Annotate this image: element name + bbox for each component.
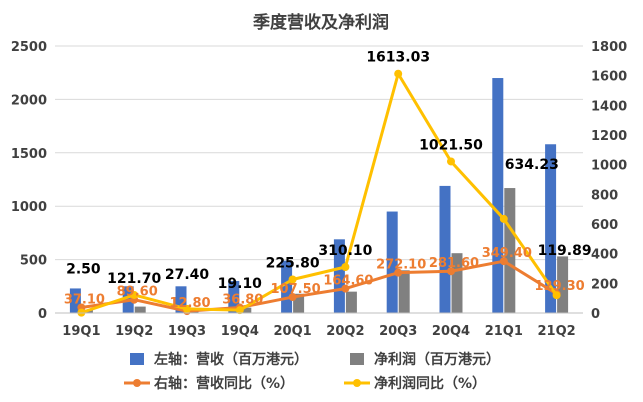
y-right-tick-label: 1200 (591, 129, 627, 144)
axes: 0 500 1000 1500 2000 2500 0 200 400 600 800 1000 120… (11, 40, 627, 339)
x-tick-label: 21Q1 (485, 324, 523, 339)
bar (345, 291, 357, 313)
data-label: 349.40 (482, 246, 532, 261)
data-label: 129.30 (535, 279, 585, 294)
data-label: 27.40 (165, 267, 210, 283)
bar (492, 78, 504, 313)
legend-marker (133, 379, 141, 387)
data-label: 121.70 (107, 271, 161, 287)
x-tick-label: 19Q1 (62, 324, 100, 339)
bar (386, 211, 398, 313)
data-label: 634.23 (505, 157, 559, 173)
data-label: 2.50 (66, 262, 101, 278)
y-right-tick-label: 0 (591, 307, 600, 322)
series-point (288, 275, 297, 284)
bar (134, 306, 146, 313)
series-line (80, 72, 558, 315)
series-line (81, 259, 558, 313)
x-tick-label: 21Q2 (538, 324, 576, 339)
line-series (77, 69, 561, 317)
y-right-tick-label: 200 (591, 277, 618, 292)
series-point (235, 306, 244, 315)
y-right-tick-label: 800 (591, 188, 618, 203)
data-label: 107.50 (271, 282, 321, 297)
data-label: 19.10 (218, 276, 263, 292)
y-left-tick-label: 2000 (11, 93, 47, 108)
bar (228, 280, 240, 313)
legend-marker (353, 379, 361, 387)
bar (398, 270, 410, 313)
y-left-tick-label: 2500 (11, 40, 47, 55)
series-point (183, 304, 191, 313)
y-left-tick-label: 0 (38, 307, 47, 322)
bar (557, 256, 569, 313)
bar (333, 239, 345, 313)
bar (504, 188, 516, 313)
series-point (288, 293, 297, 302)
data-label: 12.80 (169, 296, 210, 311)
x-tick-label: 19Q3 (168, 324, 206, 339)
series-point (499, 257, 508, 266)
data-label: 37.10 (64, 292, 105, 307)
data-label: 1021.50 (419, 137, 483, 153)
x-tick-label: 20Q2 (326, 324, 364, 339)
legend-label: 净利润（百万港元） (374, 351, 500, 368)
x-tick-label: 19Q2 (115, 324, 153, 339)
bar (451, 253, 463, 313)
y-left-tick-label: 500 (20, 254, 47, 269)
data-label: 225.80 (266, 256, 320, 272)
x-tick-label: 19Q4 (221, 324, 259, 339)
legend: 左轴：营收（百万港元） 净利润（百万港元） 右轴：营收同比（%） 净利润同比（%） (124, 351, 500, 392)
data-label: 281.60 (429, 256, 479, 271)
bar (69, 288, 81, 313)
y-right-tick-label: 400 (591, 248, 618, 263)
series-point (394, 69, 403, 78)
y-left-tick-label: 1500 (11, 147, 47, 162)
data-label: 310.10 (318, 243, 372, 259)
data-label: 89.60 (117, 285, 158, 300)
bar (175, 286, 187, 313)
legend-swatch (130, 353, 144, 365)
series-point (447, 267, 455, 276)
bar (545, 144, 557, 313)
bar-series (69, 78, 569, 313)
y-left-tick-label: 1000 (11, 200, 47, 215)
series-point (341, 263, 350, 272)
bar (293, 293, 305, 313)
data-label: 119.89 (538, 243, 592, 259)
y-right-tick-label: 600 (591, 218, 618, 233)
series-point (552, 291, 561, 300)
series-point (130, 290, 139, 299)
data-label: 1613.03 (366, 50, 430, 66)
legend-label: 左轴：营收（百万港元） (153, 351, 308, 368)
x-tick-label: 20Q1 (274, 324, 312, 339)
bar (240, 307, 252, 313)
y-right-tick-label: 1400 (591, 99, 627, 114)
x-tick-label: 20Q4 (432, 324, 470, 339)
series-point (341, 284, 350, 293)
legend-swatch (350, 353, 364, 365)
y-right-tick-label: 1600 (591, 70, 627, 85)
data-label: 272.10 (376, 258, 426, 273)
series-point (499, 214, 508, 223)
data-label: 36.80 (222, 293, 263, 308)
chart-title: 季度营收及净利润 (253, 12, 389, 33)
legend-label: 净利润同比（%） (374, 375, 486, 392)
bar (281, 260, 293, 313)
legend-label: 右轴：营收同比（%） (153, 375, 294, 392)
bar (439, 185, 451, 313)
y-right-tick-label: 1800 (591, 40, 627, 55)
x-tick-label: 20Q3 (379, 324, 417, 339)
series-point (394, 268, 403, 277)
y-right-tick-label: 1000 (591, 159, 627, 174)
series-point (447, 157, 455, 166)
data-label: 164.60 (323, 274, 373, 289)
